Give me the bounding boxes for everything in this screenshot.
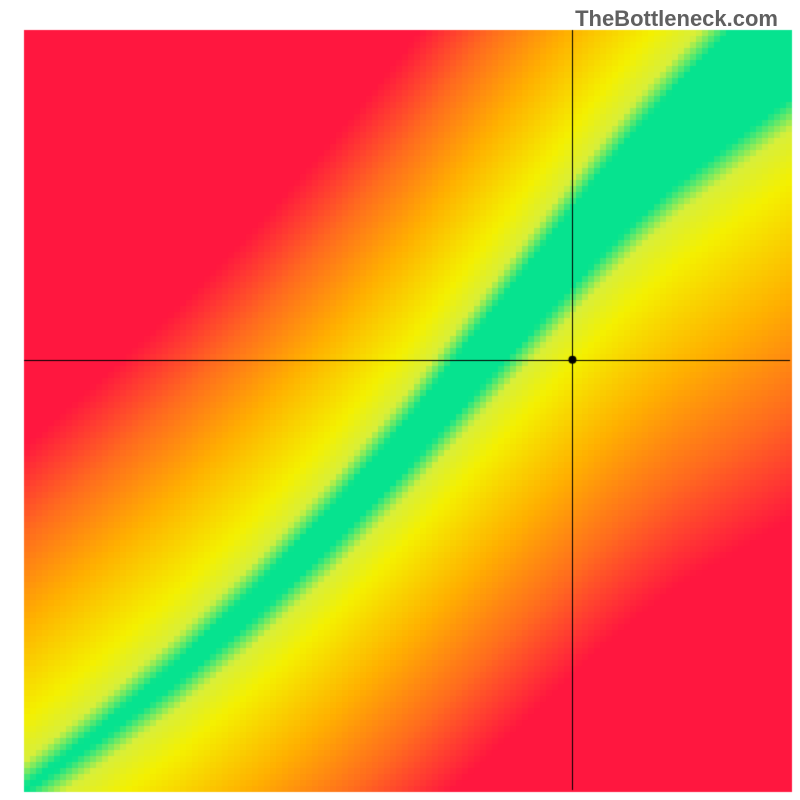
watermark-text: TheBottleneck.com bbox=[575, 6, 778, 32]
chart-container: TheBottleneck.com bbox=[0, 0, 800, 800]
heatmap-canvas bbox=[0, 0, 800, 800]
